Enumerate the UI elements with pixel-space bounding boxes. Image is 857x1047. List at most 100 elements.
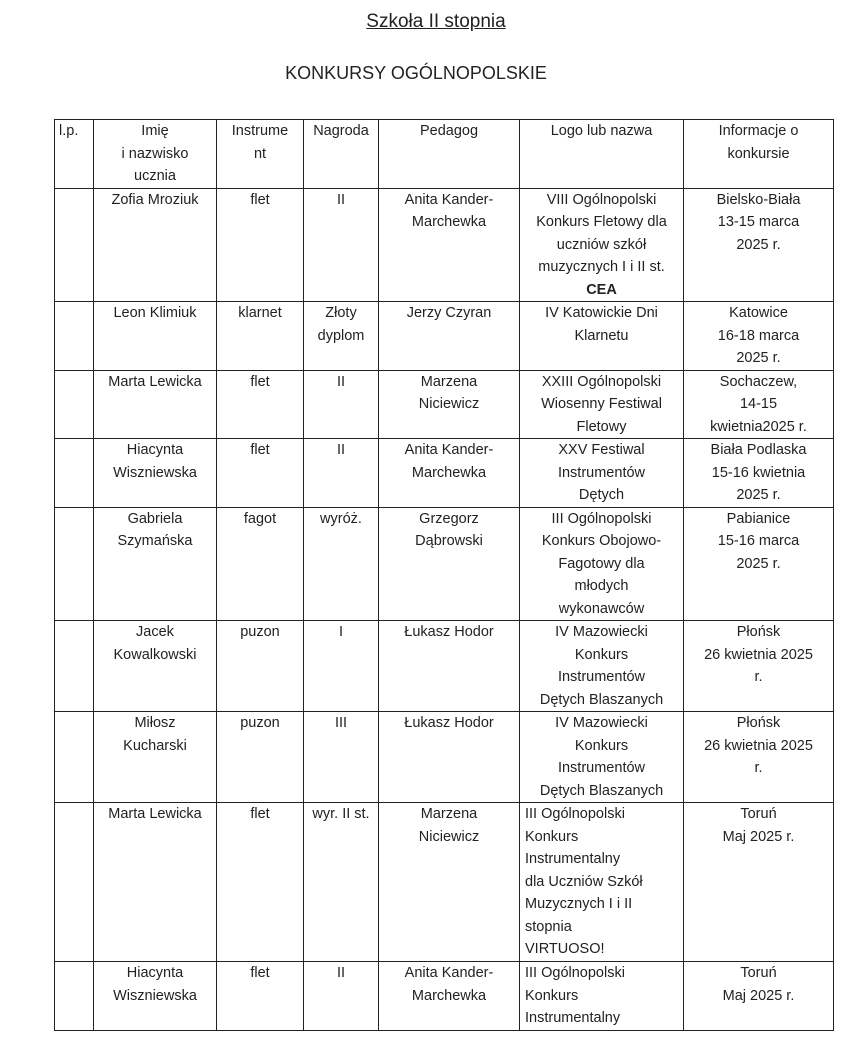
cell-instrument-text: flet [250,442,270,458]
cell-instrument-text: flet [250,965,270,981]
cell-competition-name: III Ogólnopolski Konkurs Instrumentalny … [519,802,684,962]
cell-student-name-text: Miłosz Kucharski [123,715,187,754]
cell-instrument-text: fagot [243,510,277,527]
cell-instrument-text: puzon [240,715,280,731]
cell-student-name-text: Gabriela Szymańska [117,510,193,550]
cell-competition-info: Płońsk 26 kwietnia 2025 r. [683,620,834,712]
cell-student-name-text: Jacek Kowalkowski [113,624,197,663]
cell-award: Złoty dyplom [303,301,379,371]
cell-award-text: II [336,965,346,981]
cell-competition-name: IV Mazowiecki Konkurs Instrumentów Dętyc… [519,711,684,803]
cell-student-name-text: Hiacynta Wiszniewska [113,442,197,481]
cell-competition-name-text: VIII Ogólnopolski Konkurs Fletowy dla uc… [536,191,667,276]
cell-award-text: Złoty dyplom [317,305,365,344]
cell-instrument: puzon [216,711,304,803]
page-title: Szkoła II stopnia [366,11,506,32]
cell-award-text: I [338,624,344,640]
cell-instrument-text: flet [250,191,270,208]
cell-teacher: Anita Kander- Marchewka [378,438,520,508]
cell-instrument: puzon [216,620,304,712]
cell-student-name: Hiacynta Wiszniewska [93,438,217,508]
cell-award-text: II [336,442,346,458]
cell-student-name: Marta Lewicka [93,802,217,962]
cell-competition-name: XXV Festiwal Instrumentów Dętych [519,438,684,508]
cell-teacher-text: Anita Kander- Marchewka [404,442,494,481]
cell-teacher: Marzena Niciewicz [378,369,520,439]
table-row: Miłosz Kucharski puzon III Łukasz Hodor IV M… [54,711,834,803]
cell-student-name: Miłosz Kucharski [93,711,217,803]
header-teacher: Pedagog [378,119,520,189]
cell-competition-name-text: XXV Festiwal Instrumentów Dętych [557,442,646,503]
cell-competition-info-text: Toruń Maj 2025 r. [722,806,795,845]
cell-competition-name: IV Katowickie Dni Klarnetu [519,301,684,371]
cell-competition-name-text: XXIII Ogólnopolski Wiosenny Festiwal Fle… [541,373,662,435]
cell-teacher: Łukasz Hodor [378,711,520,803]
cell-instrument-text: klarnet [238,305,282,321]
cell-instrument: flet [216,369,304,439]
cell-teacher-text: Anita Kander- Marchewka [404,191,494,231]
cell-competition-info-text: Biała Podlaska 15-16 kwietnia 2025 r. [710,442,807,503]
table-row: Leon Klimiuk klarnet Złoty dyplom Jerzy Czy… [54,301,834,371]
cell-competition-info: Katowice 16-18 marca 2025 r. [683,301,834,371]
table-row: Hiacynta Wiszniewska flet II Anita Kander- … [54,961,834,1031]
cell-teacher-text: Marzena Niciewicz [418,806,480,845]
table-row: Jacek Kowalkowski puzon I Łukasz Hodor IV Ma… [54,620,834,712]
cell-teacher-text: Łukasz Hodor [404,624,494,640]
cell-student-name: Gabriela Szymańska [93,506,217,621]
cell-instrument: flet [216,802,304,962]
cell-competition-name-text: III Ogólnopolski Konkurs Instrumentalny [525,965,625,1026]
cell-instrument: klarnet [216,301,304,371]
cell-competition-info: Sochaczew, 14-15 kwietnia2025 r. [683,369,834,439]
cell-competition-info: Toruń Maj 2025 r. [683,802,834,962]
cell-instrument-text: puzon [240,624,280,640]
cell-teacher-text: Anita Kander- Marchewka [404,965,494,1004]
cell-award: wyróż. [303,506,379,621]
cell-competition-info-text: Płońsk 26 kwietnia 2025 r. [704,624,813,685]
cell-instrument: flet [216,187,304,302]
cell-award-text: wyróż. [320,510,362,527]
cell-lp [54,802,94,962]
cell-student-name-text: Hiacynta Wiszniewska [113,965,197,1004]
header-logo: Logo lub nazwa [519,119,684,189]
cell-competition-info: Biała Podlaska 15-16 kwietnia 2025 r. [683,438,834,508]
cell-award: II [303,369,379,439]
cell-instrument-text: flet [250,806,270,822]
cell-student-name-text: Marta Lewicka [108,373,202,390]
header-instrument: Instrume nt [216,119,304,189]
cell-teacher: Łukasz Hodor [378,620,520,712]
cell-instrument: fagot [216,506,304,621]
cell-lp [54,711,94,803]
cell-instrument: flet [216,961,304,1031]
header-award: Nagroda [303,119,379,189]
cell-award: II [303,438,379,508]
cell-award: II [303,961,379,1031]
cell-competition-info-text: Bielsko-Biała 13-15 marca 2025 r. [716,191,801,253]
cell-lp [54,369,94,439]
table-row: Gabriela Szymańska fagot wyróż. Grzegorz Dą… [54,506,834,621]
cell-competition-info-text: Sochaczew, 14-15 kwietnia2025 r. [710,373,807,435]
cell-competition-name-text: III Ogólnopolski Konkurs Obojowo- Fagoto… [541,510,662,617]
cell-lp [54,961,94,1031]
cell-award: I [303,620,379,712]
cell-teacher: Anita Kander- Marchewka [378,961,520,1031]
cell-award: II [303,187,379,302]
cell-award: wyr. II st. [303,802,379,962]
cell-award-text: II [336,191,346,208]
table-row: Marta Lewicka flet II Marzena Niciewicz XXII… [54,369,834,439]
cell-competition-name: XXIII Ogólnopolski Wiosenny Festiwal Fle… [519,369,684,439]
header-info: Informacje o konkursie [683,119,834,189]
table-row: Zofia Mroziuk flet II Anita Kander- Marchew… [54,187,834,302]
header-lp: l.p. [54,119,94,189]
cell-instrument-text: flet [250,373,270,390]
competitions-table: l.p. Imię i nazwisko ucznia Instrume nt … [54,119,834,1031]
cell-student-name-text: Leon Klimiuk [113,305,197,321]
cell-competition-info-text: Katowice 16-18 marca 2025 r. [717,305,800,366]
cell-competition-name: III Ogólnopolski Konkurs Obojowo- Fagoto… [519,506,684,621]
cell-instrument: flet [216,438,304,508]
cell-competition-info: Płońsk 26 kwietnia 2025 r. [683,711,834,803]
cell-lp [54,301,94,371]
cell-award: III [303,711,379,803]
cell-student-name: Leon Klimiuk [93,301,217,371]
table-row: Marta Lewicka flet wyr. II st. Marzena Nici… [54,802,834,962]
cell-lp [54,187,94,302]
